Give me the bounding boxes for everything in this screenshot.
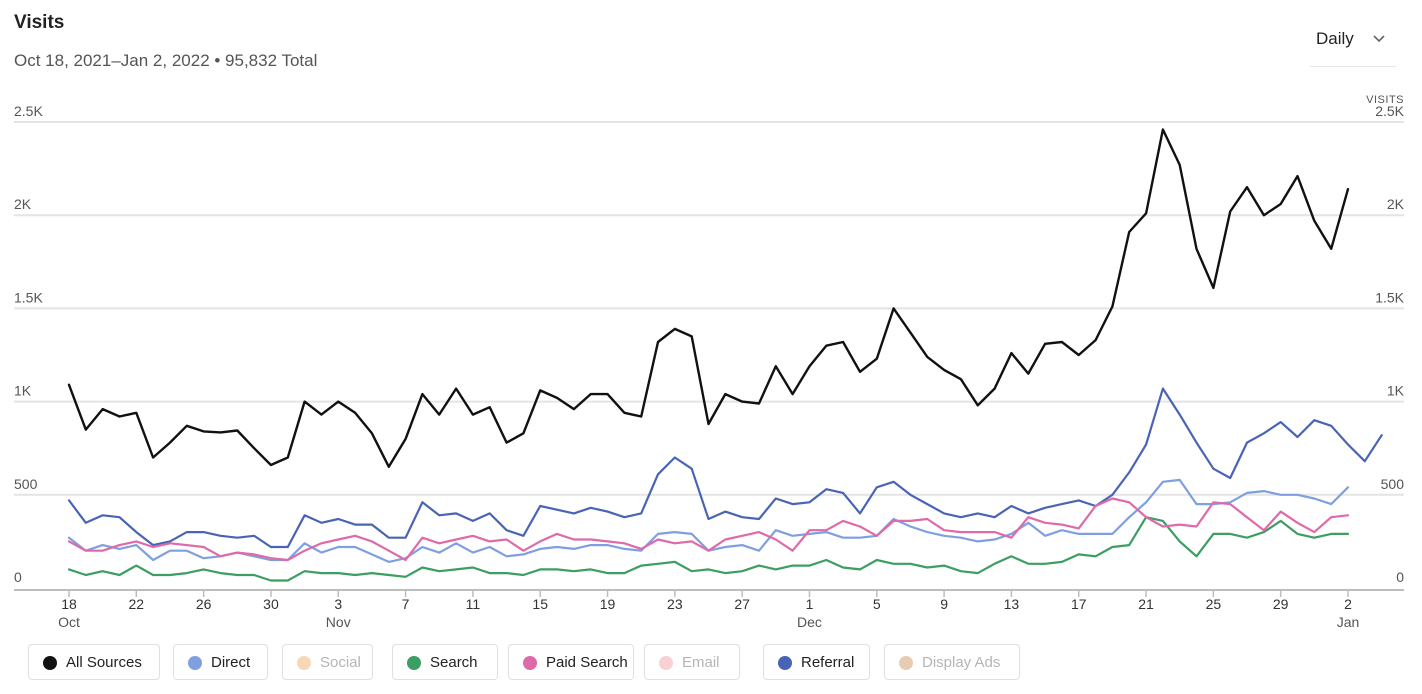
legend-item-label: Direct — [211, 654, 251, 671]
legend-dot-icon — [407, 656, 421, 670]
x-month-label: Oct — [58, 614, 80, 630]
x-tick-label: 11 — [466, 596, 481, 612]
legend-item-paid-search[interactable]: Paid Search — [508, 644, 634, 680]
x-month-label: Nov — [326, 614, 351, 630]
y-tick-label-left: 1K — [14, 383, 32, 399]
legend-item-label: Email — [682, 654, 720, 671]
x-tick-label: 19 — [600, 596, 616, 612]
x-tick-label: 13 — [1004, 596, 1020, 612]
x-tick-label: 5 — [873, 596, 881, 612]
legend-dot-icon — [659, 656, 673, 670]
legend-item-label: Display Ads — [922, 654, 1001, 671]
y-tick-label-left: 0 — [14, 569, 22, 585]
series-line-search — [67, 516, 1350, 582]
legend-dot-icon — [43, 656, 57, 670]
legend-item-direct[interactable]: Direct — [173, 644, 268, 680]
x-tick-label: 29 — [1273, 596, 1289, 612]
chevron-down-icon — [1373, 35, 1385, 43]
y-tick-label-left: 2K — [14, 196, 32, 212]
x-tick-label: 17 — [1071, 596, 1087, 612]
series-line-all-sources — [67, 128, 1350, 468]
x-tick-label: 18 — [61, 596, 77, 612]
x-tick-label: 9 — [940, 596, 948, 612]
y-axis-unit-label: VISITS — [1366, 94, 1404, 106]
y-tick-label-right: 0 — [1396, 569, 1404, 585]
x-tick-label: 22 — [129, 596, 145, 612]
date-range-summary: Oct 18, 2021–Jan 2, 2022 • 95,832 Total — [14, 51, 318, 70]
y-tick-label-right: 1K — [1387, 383, 1405, 399]
legend-item-label: Paid Search — [546, 654, 628, 671]
legend-item-display-ads[interactable]: Display Ads — [884, 644, 1020, 680]
period-dropdown-label: Daily — [1316, 29, 1354, 48]
legend-dot-icon — [297, 656, 311, 670]
y-tick-label-right: 2.5K — [1375, 103, 1404, 119]
y-tick-label-right: 500 — [1381, 476, 1405, 492]
x-tick-label: 1 — [806, 596, 814, 612]
x-tick-label: 2 — [1344, 596, 1352, 612]
x-tick-label: 26 — [196, 596, 212, 612]
legend-dot-icon — [899, 656, 913, 670]
legend-item-email[interactable]: Email — [644, 644, 740, 680]
legend-item-label: All Sources — [66, 654, 142, 671]
period-dropdown[interactable]: Daily — [1310, 26, 1396, 67]
legend-item-referral[interactable]: Referral — [763, 644, 870, 680]
legend-item-label: Search — [430, 654, 478, 671]
x-tick-label: 21 — [1138, 596, 1154, 612]
x-month-label: Dec — [797, 614, 822, 630]
y-tick-label-right: 2K — [1387, 196, 1405, 212]
y-tick-label-left: 2.5K — [14, 103, 43, 119]
chart-title: Visits — [14, 12, 65, 33]
x-tick-label: 3 — [334, 596, 342, 612]
legend-dot-icon — [523, 656, 537, 670]
x-tick-label: 15 — [532, 596, 548, 612]
y-tick-label-right: 1.5K — [1375, 289, 1404, 305]
y-tick-label-left: 1.5K — [14, 289, 43, 305]
series-line-paid-search — [67, 497, 1350, 562]
x-tick-label: 7 — [402, 596, 410, 612]
legend-item-search[interactable]: Search — [392, 644, 498, 680]
x-tick-label: 27 — [734, 596, 750, 612]
legend-dot-icon — [778, 656, 792, 670]
legend-item-label: Social — [320, 654, 361, 671]
legend-dot-icon — [188, 656, 202, 670]
x-month-label: Jan — [1337, 614, 1360, 630]
legend-item-social[interactable]: Social — [282, 644, 373, 680]
x-tick-label: 25 — [1206, 596, 1222, 612]
x-tick-label: 30 — [263, 596, 279, 612]
legend-item-all-sources[interactable]: All Sources — [28, 644, 160, 680]
series-line-referral — [67, 387, 1383, 549]
x-tick-label: 23 — [667, 596, 683, 612]
y-tick-label-left: 500 — [14, 476, 38, 492]
legend-item-label: Referral — [801, 654, 855, 671]
